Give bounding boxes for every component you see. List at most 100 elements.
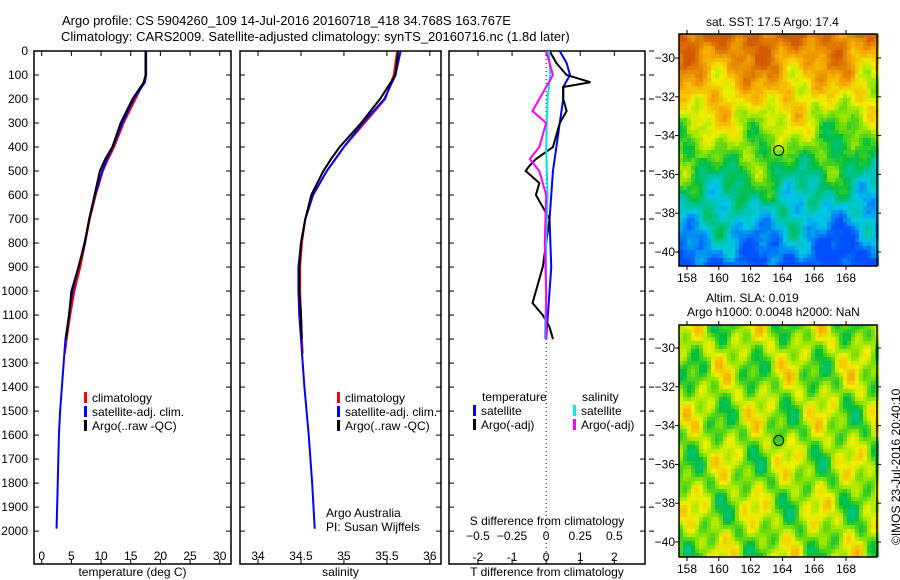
map-cell — [735, 230, 739, 234]
map-cell — [791, 178, 795, 182]
map-cell — [843, 46, 847, 50]
map-cell — [787, 218, 791, 222]
map-cell — [859, 74, 863, 78]
x-tick-label: 162 — [741, 271, 761, 285]
map-cell — [771, 513, 775, 517]
map-cell — [687, 90, 691, 94]
map-cell — [703, 258, 707, 262]
map-cell — [763, 341, 767, 345]
map-cell — [767, 525, 771, 529]
map-cell — [695, 122, 699, 126]
map-cell — [711, 58, 715, 62]
map-cell — [811, 178, 815, 182]
map-cell — [711, 393, 715, 397]
series-line-argo-raw-qc- — [298, 50, 400, 340]
map-cell — [691, 325, 695, 329]
map-cell — [867, 210, 871, 214]
map-cell — [699, 385, 703, 389]
map-cell — [759, 42, 763, 46]
map-cell — [719, 545, 723, 549]
map-cell — [711, 178, 715, 182]
map-cell — [723, 501, 727, 505]
map-cell — [719, 349, 723, 353]
map-cell — [847, 210, 851, 214]
map-cell — [763, 541, 767, 545]
map-cell — [851, 154, 855, 158]
map-cell — [763, 425, 767, 429]
map-cell — [715, 385, 719, 389]
map-cell — [831, 90, 835, 94]
map-cell — [823, 198, 827, 202]
map-cell — [719, 461, 723, 465]
map-cell — [755, 461, 759, 465]
map-cell — [759, 74, 763, 78]
map-cell — [711, 138, 715, 142]
map-cell — [843, 42, 847, 46]
map-cell — [723, 110, 727, 114]
map-cell — [687, 130, 691, 134]
map-cell — [703, 142, 707, 146]
map-cell — [787, 345, 791, 349]
map-cell — [739, 441, 743, 445]
map-cell — [791, 46, 795, 50]
map-cell — [695, 429, 699, 433]
map-cell — [763, 349, 767, 353]
map-cell — [679, 345, 683, 349]
map-cell — [683, 194, 687, 198]
map-cell — [771, 206, 775, 210]
map-cell — [763, 198, 767, 202]
map-cell — [751, 238, 755, 242]
map-cell — [787, 258, 791, 262]
map-cell — [799, 465, 803, 469]
map-cell — [731, 497, 735, 501]
map-cell — [767, 46, 771, 50]
map-cell — [699, 405, 703, 409]
map-cell — [747, 262, 751, 266]
map-cell — [687, 377, 691, 381]
map-cell — [771, 174, 775, 178]
map-cell — [787, 234, 791, 238]
map-cell — [679, 493, 683, 497]
map-cell — [759, 142, 763, 146]
map-cell — [751, 369, 755, 373]
map-cell — [759, 162, 763, 166]
map-cell — [739, 325, 743, 329]
map-cell — [695, 242, 699, 246]
map-cell — [683, 98, 687, 102]
map-cell — [711, 134, 715, 138]
map-cell — [691, 469, 695, 473]
y-tick-label: 1200 — [1, 332, 28, 346]
map-cell — [743, 110, 747, 114]
map-cell — [791, 489, 795, 493]
map-cell — [711, 166, 715, 170]
map-cell — [867, 126, 871, 130]
map-cell — [787, 357, 791, 361]
map-cell — [679, 102, 683, 106]
map-cell — [759, 154, 763, 158]
map-cell — [743, 186, 747, 190]
map-cell — [699, 373, 703, 377]
map-cell — [747, 178, 751, 182]
map-cell — [839, 166, 843, 170]
map-cell — [703, 114, 707, 118]
map-cell — [771, 158, 775, 162]
map-cell — [775, 349, 779, 353]
map-cell — [803, 162, 807, 166]
map-cell — [723, 413, 727, 417]
map-cell — [735, 381, 739, 385]
map-cell — [843, 166, 847, 170]
map-cell — [763, 517, 767, 521]
map-cell — [687, 461, 691, 465]
map-cell — [839, 254, 843, 258]
series-line-temperature-argo-adj- — [524, 50, 591, 340]
map-cell — [695, 182, 699, 186]
map-cell — [815, 150, 819, 154]
map-cell — [695, 461, 699, 465]
map-cell — [871, 210, 875, 214]
map-cell — [723, 341, 727, 345]
map-cell — [687, 182, 691, 186]
map-cell — [819, 138, 823, 142]
map-cell — [687, 333, 691, 337]
map-cell — [755, 258, 759, 262]
map-cell — [863, 122, 867, 126]
